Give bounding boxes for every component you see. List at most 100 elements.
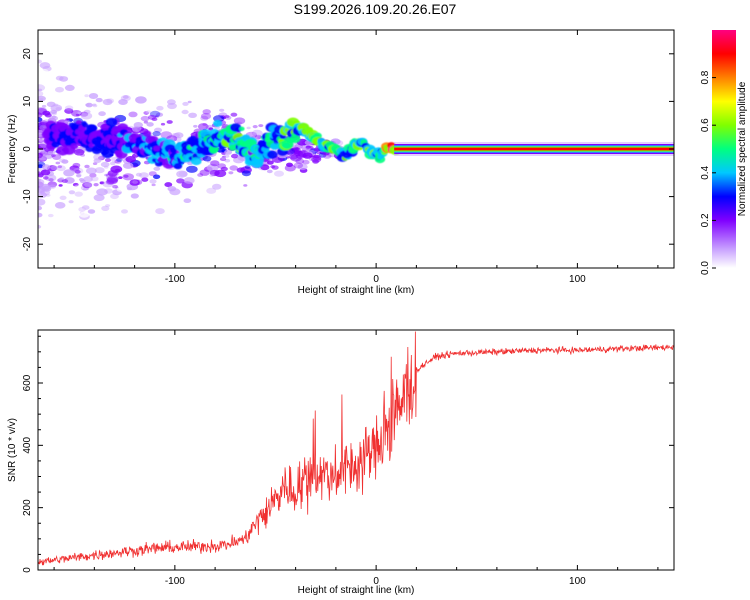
snr-frame	[37, 329, 675, 571]
noise-blob	[93, 194, 105, 202]
noise-blob	[105, 158, 111, 163]
noise-blob	[38, 205, 42, 211]
noise-blob	[59, 194, 66, 200]
noise-blob	[171, 132, 180, 139]
noise-blob	[118, 176, 123, 180]
noise-blob	[63, 169, 75, 177]
noise-blob	[290, 154, 302, 162]
noise-blob	[38, 198, 46, 206]
spectrogram-y-tick-label: 0	[22, 146, 33, 152]
noise-blob	[193, 124, 198, 128]
noise-blob	[302, 152, 313, 159]
noise-blob	[118, 99, 128, 105]
ridge-blob	[153, 145, 161, 152]
noise-blob	[233, 117, 246, 125]
noise-blob	[322, 153, 332, 159]
noise-blob	[73, 149, 85, 156]
snr-y-tick-label: 400	[22, 437, 33, 454]
noise-blob	[167, 186, 177, 192]
noise-blob	[96, 188, 108, 196]
noise-blob	[311, 156, 322, 163]
noise-blob	[59, 76, 69, 82]
ridge-blob	[76, 120, 82, 125]
noise-blob	[197, 173, 204, 177]
noise-blob	[130, 193, 139, 199]
noise-blob	[164, 182, 173, 188]
noise-blob	[104, 173, 109, 177]
spectrogram-x-tick-label: 0	[373, 274, 379, 285]
noise-blob	[209, 169, 220, 177]
ridge-blob	[267, 150, 278, 159]
noise-blob	[135, 96, 147, 104]
noise-blob	[44, 174, 57, 182]
noise-blob	[85, 167, 97, 175]
noise-blob	[57, 165, 62, 169]
noise-blob	[42, 164, 51, 170]
ridge-blob	[105, 117, 118, 127]
noise-blob	[176, 170, 188, 178]
noise-blob	[38, 224, 42, 229]
noise-blob	[151, 183, 156, 187]
noise-blob	[38, 90, 44, 97]
noise-blob	[202, 156, 212, 162]
noise-blob	[38, 152, 43, 159]
noise-blob	[105, 204, 111, 208]
noise-blob	[68, 200, 74, 204]
noise-blob	[123, 174, 129, 178]
noise-blob	[121, 209, 128, 214]
noise-blob	[94, 167, 105, 174]
noise-blob	[212, 183, 222, 190]
noise-blob	[143, 111, 149, 115]
noise-blob	[141, 177, 149, 182]
noise-blob	[122, 95, 129, 99]
noise-blob	[122, 173, 134, 181]
snr-panel: -100 0 100 0 200 400 600 Height of straight li…	[7, 329, 675, 596]
noise-blob	[140, 107, 152, 115]
noise-blob	[39, 62, 51, 69]
noise-blob	[217, 163, 227, 169]
noise-blob	[148, 114, 156, 120]
noise-blob	[73, 167, 84, 175]
noise-blob	[174, 136, 182, 142]
snr-x-tick-label: 100	[569, 576, 586, 587]
noise-blob	[243, 184, 248, 187]
noise-blob	[148, 185, 161, 193]
noise-blob	[43, 176, 49, 180]
noise-blob	[286, 150, 296, 156]
noise-blob	[84, 164, 90, 169]
noise-blob	[155, 112, 164, 117]
noise-blob	[87, 209, 96, 214]
noise-blob	[155, 208, 165, 215]
noise-blob	[110, 193, 119, 200]
spectrogram-y-tick-label: -10	[22, 189, 33, 204]
colorbar-tick-label: 0.2	[700, 213, 711, 227]
spectrogram-y-tick-label: 20	[22, 48, 33, 60]
noise-blob	[149, 179, 157, 184]
noise-blob	[206, 187, 217, 194]
noise-blob	[84, 94, 89, 98]
noise-blob	[58, 184, 63, 187]
noise-blob	[186, 165, 198, 173]
noise-blob	[229, 165, 238, 171]
noise-blob	[197, 123, 209, 130]
noise-blob	[76, 207, 86, 214]
noise-blob	[38, 212, 43, 218]
noise-blob	[49, 115, 58, 122]
noise-blob	[270, 165, 276, 169]
noise-blob	[154, 127, 162, 133]
noise-blob	[131, 125, 142, 132]
noise-blob	[167, 99, 176, 105]
noise-blob	[40, 169, 51, 176]
ridge-blob	[81, 122, 89, 128]
noise-blob	[219, 108, 225, 112]
ridge-blob	[88, 143, 95, 148]
noise-blob	[76, 174, 82, 178]
noise-blob	[84, 182, 93, 188]
noise-blob	[200, 115, 209, 121]
ridge-blob	[270, 142, 279, 150]
spectrogram-y-tick-label: 10	[22, 95, 33, 107]
noise-blob	[182, 101, 189, 106]
noise-blob	[51, 111, 57, 116]
snr-y-label: SNR (10 * v/v)	[7, 418, 18, 482]
spectrogram-x-tick-label: -100	[165, 274, 185, 285]
